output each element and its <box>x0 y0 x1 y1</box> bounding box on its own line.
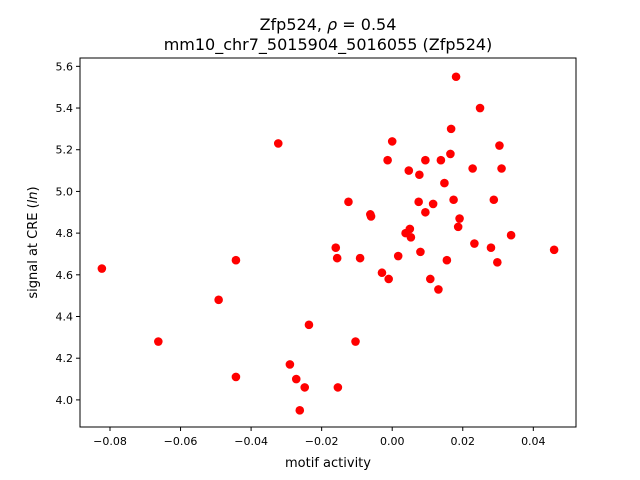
data-point-4 <box>231 372 241 382</box>
data-point-29 <box>415 170 424 180</box>
data-point-15 <box>351 337 360 346</box>
x-tick-label: −0.02 <box>305 435 339 448</box>
y-tick-label: 4.2 <box>56 352 74 365</box>
data-point-42 <box>451 72 461 82</box>
data-point-49 <box>489 195 499 205</box>
data-point-20 <box>383 155 392 165</box>
x-tick-label: −0.06 <box>164 435 198 448</box>
data-point-16 <box>355 253 365 263</box>
data-point-46 <box>470 239 479 248</box>
data-point-18 <box>366 212 376 221</box>
data-point-48 <box>486 243 496 253</box>
data-point-28 <box>414 197 423 207</box>
data-point-30 <box>416 247 425 257</box>
chart-title-line2: mm10_chr7_5015904_5016055 (Zfp524) <box>164 35 493 55</box>
data-point-2 <box>214 295 223 305</box>
data-point-27 <box>406 232 416 242</box>
data-point-35 <box>434 285 443 294</box>
data-point-38 <box>442 255 452 265</box>
plot-area <box>79 57 577 428</box>
data-point-53 <box>506 230 516 240</box>
data-point-23 <box>393 251 403 261</box>
y-tick-label: 5.0 <box>56 185 74 198</box>
data-point-31 <box>421 207 430 217</box>
x-tick-label: 0.00 <box>380 435 405 448</box>
y-axis-ticks: 4.0 4.2 4.4 4.6 4.8 5.0 5.2 5.4 5.6 <box>56 60 80 407</box>
data-point-43 <box>453 222 463 232</box>
data-point-37 <box>440 178 449 188</box>
data-point-54 <box>549 245 559 255</box>
data-point-51 <box>495 141 504 150</box>
data-point-36 <box>436 155 446 165</box>
data-point-0 <box>97 264 107 273</box>
data-point-7 <box>291 374 301 384</box>
x-tick-label: −0.04 <box>234 435 268 448</box>
x-tick-label: 0.04 <box>521 435 546 448</box>
data-point-47 <box>475 103 485 113</box>
chart-title-line1: Zfp524, ρ = 0.54 <box>260 15 397 34</box>
data-point-22 <box>387 137 397 146</box>
data-point-34 <box>428 199 438 209</box>
data-point-9 <box>300 383 310 392</box>
y-tick-label: 5.4 <box>56 102 74 115</box>
data-point-45 <box>468 164 477 173</box>
data-point-39 <box>446 149 455 159</box>
data-point-19 <box>377 268 387 278</box>
data-point-12 <box>332 253 342 263</box>
x-axis-label: motif activity <box>285 456 371 471</box>
data-point-44 <box>455 214 464 223</box>
data-point-33 <box>426 274 435 284</box>
data-point-10 <box>304 320 314 330</box>
data-point-13 <box>333 383 343 392</box>
y-tick-label: 5.6 <box>56 60 74 73</box>
data-point-3 <box>231 255 241 265</box>
data-point-6 <box>285 360 295 369</box>
data-point-50 <box>493 258 502 267</box>
y-tick-label: 5.2 <box>56 144 74 157</box>
data-point-14 <box>344 197 353 207</box>
data-point-11 <box>331 243 341 253</box>
y-tick-label: 4.6 <box>56 269 74 282</box>
y-tick-label: 4.8 <box>56 227 74 240</box>
x-axis-ticks: −0.08 −0.06 −0.04 −0.02 0.00 0.02 0.04 <box>93 427 546 448</box>
data-point-8 <box>295 406 305 415</box>
x-tick-label: 0.02 <box>451 435 476 448</box>
y-tick-label: 4.4 <box>56 311 74 324</box>
data-point-40 <box>446 124 456 134</box>
y-tick-label: 4.0 <box>56 394 74 407</box>
data-point-5 <box>273 139 283 148</box>
plot-frame <box>79 57 577 428</box>
data-point-1 <box>154 337 163 346</box>
data-point-41 <box>449 195 458 205</box>
data-point-52 <box>497 164 506 173</box>
data-point-21 <box>384 274 393 284</box>
data-point-26 <box>405 224 415 234</box>
data-point-32 <box>421 155 430 165</box>
data-point-25 <box>404 166 414 175</box>
data-points <box>97 72 559 415</box>
y-axis-label: signal at CRE (ln) <box>26 186 41 298</box>
x-tick-label: −0.08 <box>93 435 127 448</box>
